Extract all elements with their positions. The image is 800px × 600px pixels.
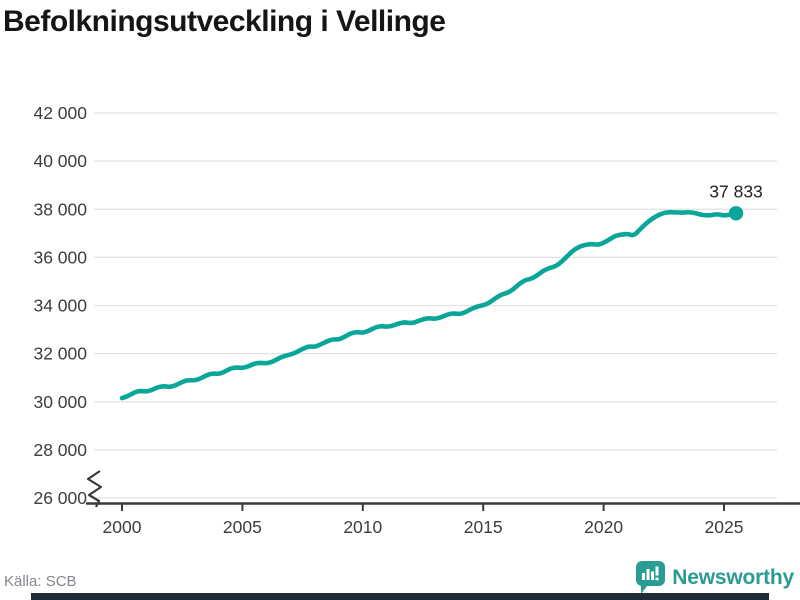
y-tick-label: 26 000: [33, 488, 87, 508]
newsworthy-logo[interactable]: Newsworthy: [636, 561, 794, 594]
end-value-label: 37 833: [709, 181, 763, 201]
y-tick-label: 30 000: [33, 392, 87, 412]
x-tick-label: 2010: [343, 517, 382, 537]
bottom-bar: [31, 593, 769, 600]
newsworthy-logo-icon: [636, 561, 666, 594]
end-point-dot: [728, 206, 744, 221]
x-tick-label: 2015: [464, 517, 503, 537]
y-tick-label: 28 000: [33, 440, 87, 460]
source-label: Källa: SCB: [4, 573, 77, 590]
y-tick-label: 34 000: [33, 296, 87, 316]
x-tick-label: 2020: [584, 517, 623, 537]
x-tick-label: 2025: [705, 517, 744, 537]
y-tick-label: 40 000: [33, 151, 87, 171]
y-tick-label: 38 000: [33, 199, 87, 219]
y-tick-label: 32 000: [33, 344, 87, 364]
x-tick-label: 2005: [223, 517, 262, 537]
x-tick-label: 2000: [103, 517, 142, 537]
population-line: [119, 209, 739, 401]
axis-break-icon: [86, 470, 103, 508]
chart-title: Befolkningsutveckling i Vellinge: [3, 5, 446, 38]
y-tick-label: 36 000: [33, 247, 87, 267]
y-tick-label: 42 000: [33, 103, 87, 123]
newsworthy-logo-text: Newsworthy: [672, 565, 794, 589]
